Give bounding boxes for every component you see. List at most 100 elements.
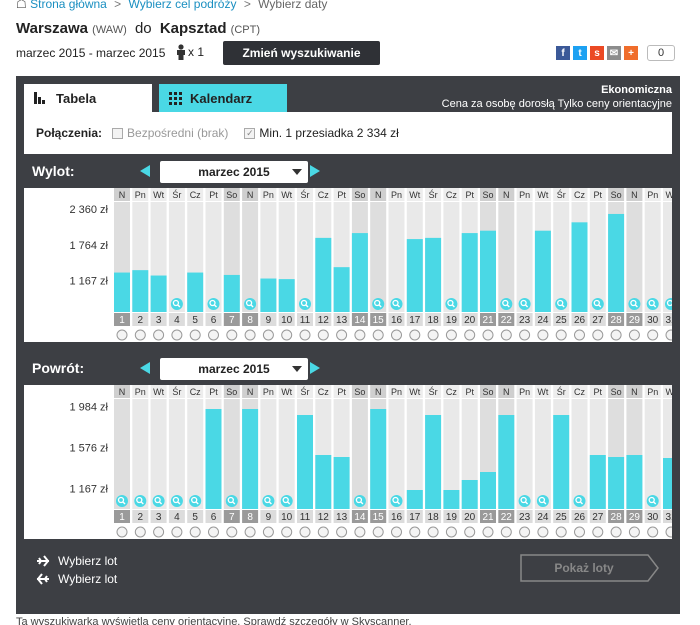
return-day-radio[interactable] bbox=[628, 526, 640, 538]
outbound-day-radio[interactable] bbox=[171, 329, 183, 341]
return-day-column bbox=[571, 399, 588, 509]
outbound-day-radio[interactable] bbox=[464, 329, 476, 341]
return-day-radio[interactable] bbox=[281, 526, 293, 538]
breadcrumb-home[interactable]: Strona główna bbox=[30, 0, 107, 11]
return-day-radio[interactable] bbox=[189, 526, 201, 538]
return-day-radio[interactable] bbox=[336, 526, 348, 538]
one-stop-checkbox[interactable]: ✓ bbox=[244, 127, 256, 139]
outbound-day-number: 2 bbox=[138, 315, 144, 326]
return-day-radio[interactable] bbox=[482, 526, 494, 538]
outbound-day-radio[interactable] bbox=[208, 329, 219, 341]
outbound-day-radio[interactable] bbox=[281, 329, 293, 341]
return-day-radio[interactable] bbox=[317, 526, 329, 538]
outbound-day-radio[interactable] bbox=[482, 329, 494, 341]
outbound-day-radio[interactable] bbox=[299, 329, 311, 341]
outbound-prev-month-arrow[interactable] bbox=[140, 165, 150, 177]
return-day-radio[interactable] bbox=[372, 526, 384, 538]
return-day-radio[interactable] bbox=[464, 526, 476, 538]
outbound-day-number: 5 bbox=[192, 315, 198, 326]
outbound-weekday-cell bbox=[370, 188, 387, 201]
outbound-day-radio[interactable] bbox=[116, 329, 128, 341]
outbound-day-radio[interactable] bbox=[519, 329, 531, 341]
outbound-day-radio[interactable] bbox=[244, 329, 256, 341]
outbound-day-number: 24 bbox=[537, 315, 549, 326]
return-day-radio[interactable] bbox=[262, 526, 274, 538]
direct-checkbox[interactable] bbox=[112, 127, 124, 139]
outbound-day-radio[interactable] bbox=[391, 329, 402, 341]
outbound-day-radio[interactable] bbox=[574, 329, 585, 341]
return-day-radio[interactable] bbox=[592, 526, 604, 538]
return-day-radio[interactable] bbox=[555, 526, 567, 538]
tab-calendar[interactable]: Kalendarz bbox=[159, 84, 287, 112]
return-day-radio[interactable] bbox=[537, 526, 549, 538]
return-day-radio[interactable] bbox=[665, 526, 672, 538]
return-day-radio[interactable] bbox=[171, 526, 183, 538]
plus-icon[interactable]: + bbox=[624, 46, 638, 60]
stumbleupon-icon[interactable]: s bbox=[590, 46, 604, 60]
outbound-day-radio[interactable] bbox=[665, 329, 672, 341]
outbound-weekday-label: So bbox=[226, 190, 237, 200]
return-day-number: 16 bbox=[391, 512, 403, 523]
return-day-number: 30 bbox=[647, 512, 659, 523]
outbound-day-radio[interactable] bbox=[647, 329, 659, 341]
tab-table[interactable]: Tabela bbox=[24, 84, 152, 112]
return-day-radio[interactable] bbox=[226, 526, 238, 538]
show-flights-button[interactable]: Pokaż loty bbox=[520, 554, 659, 582]
return-price-chart: N Pn Wt Śr Cz Pt So N Pn Wt Śr Cz Pt So N Pn Wt Śr Cz Pt So N… bbox=[69, 385, 672, 538]
outbound-day-radio[interactable] bbox=[610, 329, 622, 341]
outbound-day-radio[interactable] bbox=[628, 329, 640, 341]
home-icon[interactable]: ☖ bbox=[16, 0, 27, 11]
outbound-day-radio[interactable] bbox=[445, 329, 457, 341]
return-day-radio[interactable] bbox=[409, 526, 421, 538]
return-month-select[interactable]: marzec 2015 bbox=[160, 358, 308, 380]
outbound-month-select[interactable]: marzec 2015 bbox=[160, 161, 308, 183]
return-day-radio[interactable] bbox=[153, 526, 165, 538]
return-day-radio[interactable] bbox=[299, 526, 311, 538]
return-search-icon-lens bbox=[392, 496, 399, 504]
outbound-day-radio[interactable] bbox=[372, 329, 384, 341]
return-day-radio[interactable] bbox=[391, 526, 402, 538]
outbound-price-bar bbox=[608, 213, 625, 312]
outbound-day-radio[interactable] bbox=[592, 329, 604, 341]
return-day-radio[interactable] bbox=[500, 526, 512, 538]
return-day-radio[interactable] bbox=[574, 526, 585, 538]
return-day-radio[interactable] bbox=[208, 526, 219, 538]
return-day-radio[interactable] bbox=[647, 526, 659, 538]
search-icon bbox=[390, 495, 403, 507]
email-icon[interactable]: ✉ bbox=[607, 46, 621, 60]
outbound-day-radio[interactable] bbox=[409, 329, 421, 341]
outbound-next-month-arrow[interactable] bbox=[310, 165, 320, 177]
return-day-radio[interactable] bbox=[445, 526, 457, 538]
return-weekday-label: Pn bbox=[519, 387, 530, 397]
outbound-day-radio[interactable] bbox=[189, 329, 201, 341]
breadcrumb-destination[interactable]: Wybierz cel podróży bbox=[128, 0, 237, 11]
outbound-day-radio[interactable] bbox=[317, 329, 329, 341]
outbound-day-radio[interactable] bbox=[537, 329, 549, 341]
outbound-day-radio[interactable] bbox=[500, 329, 512, 341]
return-day-radio[interactable] bbox=[427, 526, 439, 538]
twitter-icon[interactable]: t bbox=[573, 46, 587, 60]
return-prev-month-arrow[interactable] bbox=[140, 362, 150, 374]
outbound-day-radio[interactable] bbox=[336, 329, 348, 341]
return-day-radio[interactable] bbox=[244, 526, 256, 538]
outbound-day-radio[interactable] bbox=[153, 329, 165, 341]
outbound-day-radio[interactable] bbox=[134, 329, 146, 341]
change-search-button[interactable]: Zmień wyszukiwanie bbox=[223, 41, 380, 65]
return-day-radio[interactable] bbox=[519, 526, 531, 538]
return-day-radio[interactable] bbox=[134, 526, 146, 538]
return-day-radio[interactable] bbox=[354, 526, 366, 538]
connections-filter: Połączenia: Bezpośredni (brak) ✓ Min. 1 … bbox=[24, 112, 672, 154]
return-next-month-arrow[interactable] bbox=[310, 362, 320, 374]
return-price-bar bbox=[425, 415, 442, 509]
outbound-day-radio[interactable] bbox=[555, 329, 567, 341]
return-day-radio[interactable] bbox=[116, 526, 128, 538]
outbound-day-radio[interactable] bbox=[262, 329, 274, 341]
outbound-day-radio[interactable] bbox=[427, 329, 439, 341]
facebook-icon[interactable]: f bbox=[556, 46, 570, 60]
return-day-radio[interactable] bbox=[610, 526, 622, 538]
outbound-search-icon-bg bbox=[646, 298, 659, 310]
outbound-day-radio[interactable] bbox=[226, 329, 238, 341]
one-stop-option: ✓ Min. 1 przesiadka 2 334 zł bbox=[244, 126, 399, 140]
outbound-day-radio[interactable] bbox=[354, 329, 366, 341]
search-icon bbox=[518, 298, 531, 310]
